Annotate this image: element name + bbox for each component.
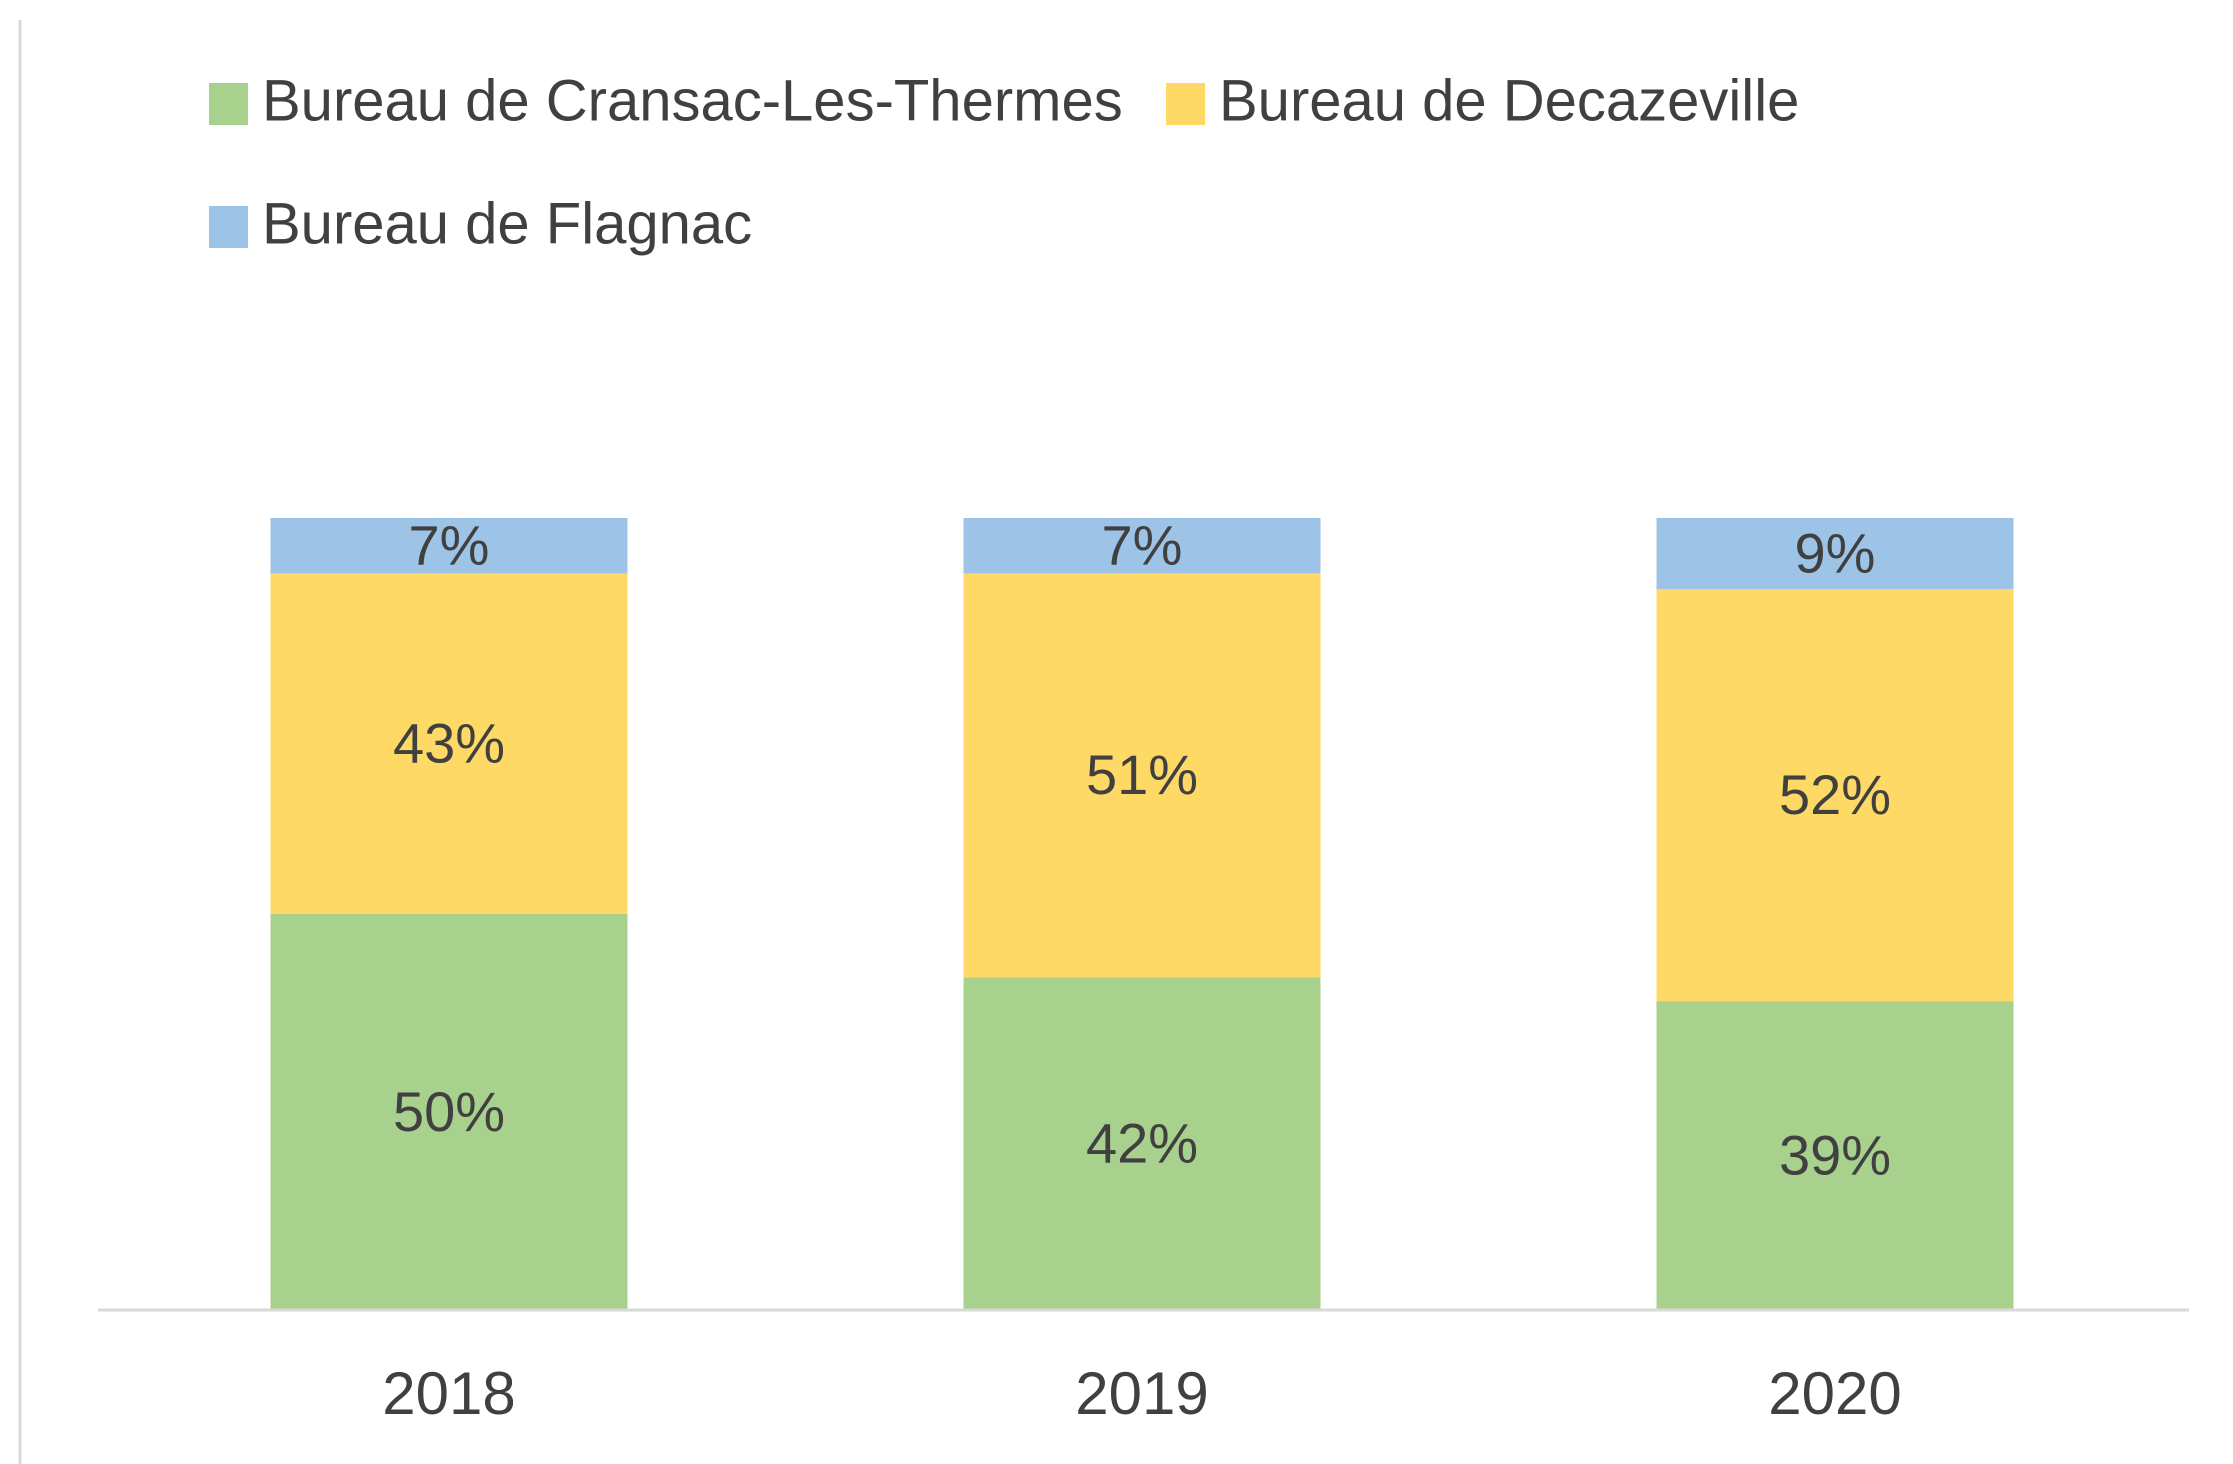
- bar-segment: [270, 914, 628, 1310]
- bar-segment: [270, 573, 628, 914]
- data-label: 7%: [409, 514, 490, 577]
- data-label: 7%: [1102, 514, 1183, 577]
- bar-segment: [963, 977, 1321, 1310]
- data-label: 9%: [1795, 521, 1876, 584]
- legend-swatch: [1166, 83, 1205, 125]
- legend-swatch: [209, 206, 248, 248]
- data-label: 51%: [1086, 743, 1198, 806]
- bar-segment: [270, 518, 628, 574]
- bar-segment: [963, 518, 1321, 574]
- legend-label: Bureau de Decazeville: [1219, 68, 1799, 133]
- bar-segment: [1656, 589, 2014, 1002]
- data-label: 39%: [1779, 1123, 1891, 1186]
- x-tick-label: 2018: [382, 1360, 515, 1427]
- data-label: 43%: [393, 712, 505, 775]
- data-label: 50%: [393, 1080, 505, 1143]
- legend-swatch: [209, 83, 248, 125]
- data-label: 42%: [1086, 1111, 1198, 1174]
- x-tick-label: 2019: [1075, 1360, 1208, 1427]
- bar-segment: [963, 573, 1321, 978]
- bar-segment: [1656, 518, 2014, 590]
- data-label: 52%: [1779, 763, 1891, 826]
- x-tick-label: 2020: [1768, 1360, 1901, 1427]
- bar-segment: [1656, 1001, 2014, 1310]
- legend-label: Bureau de Cransac-Les-Thermes: [262, 68, 1123, 133]
- legend-label: Bureau de Flagnac: [262, 191, 752, 256]
